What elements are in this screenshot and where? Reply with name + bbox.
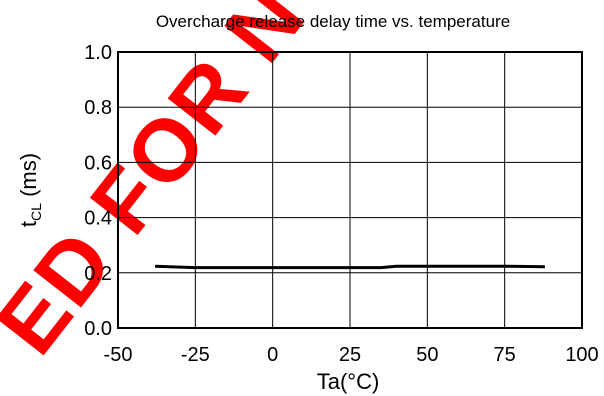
y-axis-label-unit: (ms): [16, 153, 41, 203]
y-axis-label-sub: CL: [28, 203, 44, 221]
y-axis-label: tCL (ms): [16, 153, 44, 227]
grid: [118, 52, 582, 328]
y-tick-label: 0.4: [84, 208, 112, 230]
y-axis-label-main: t: [16, 221, 41, 227]
y-tick-label: 0.0: [84, 318, 112, 340]
y-tick-label: 0.2: [84, 263, 112, 285]
y-tick-label: 0.6: [84, 152, 112, 174]
x-tick-label: 50: [416, 344, 438, 366]
x-tick-label: 0: [267, 344, 278, 366]
x-tick-label: 75: [494, 344, 516, 366]
x-tick-label: -25: [181, 344, 210, 366]
tick-labels: -50 -25 0 25 50 75 100 0.0 0.2 0.4 0.6 0.8 1.0: [84, 42, 599, 366]
x-tick-label: -50: [104, 344, 133, 366]
x-axis-label: Ta(°C): [317, 369, 380, 394]
watermark-text: ED FOR N: [0, 0, 324, 372]
x-tick-label: 25: [339, 344, 361, 366]
y-tick-label: 1.0: [84, 42, 112, 64]
series-lines: [155, 264, 545, 270]
plot-frame: [117, 51, 583, 329]
y-tick-label: 0.8: [84, 97, 112, 119]
x-tick-label: 100: [565, 344, 598, 366]
chart-title: Overcharge release delay time vs. temper…: [156, 12, 510, 31]
series-line: [155, 264, 545, 270]
